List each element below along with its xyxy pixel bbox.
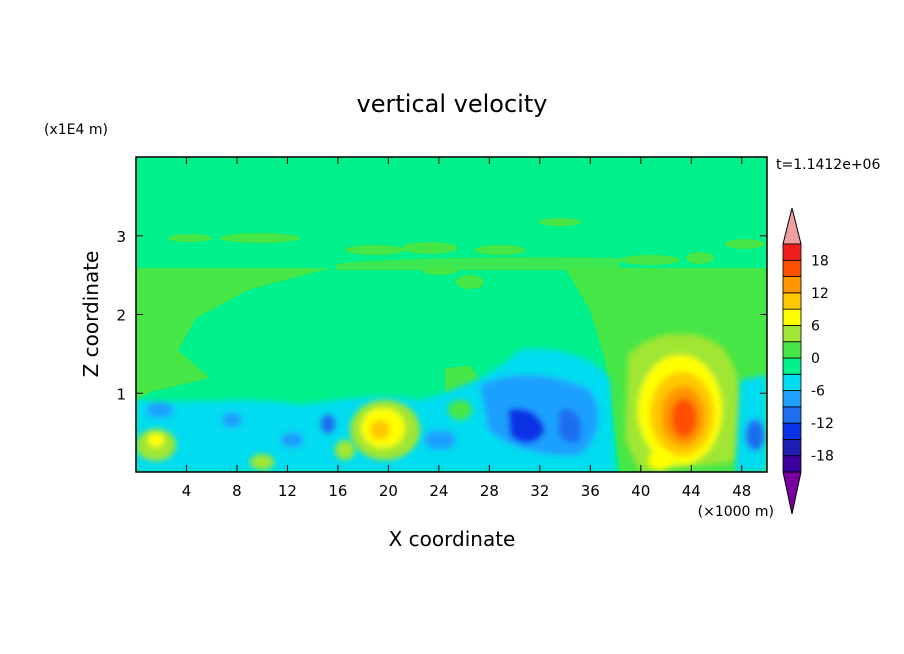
colorbar-swatch: [782, 439, 802, 457]
colorbar-bottom-arrow: [782, 471, 802, 515]
y-tick-label: 2: [116, 307, 126, 325]
colorbar-tick-label: -12: [811, 416, 834, 432]
updraft-core-44: [625, 333, 743, 472]
colorbar-swatch: [782, 276, 802, 294]
x-tick-label: 40: [631, 482, 650, 500]
x-tick-label: 4: [182, 482, 192, 500]
chart-title: vertical velocity: [357, 90, 548, 118]
updraft-core-20: [350, 400, 420, 460]
colorbar-swatch: [782, 390, 802, 408]
x-tick-label: 36: [581, 482, 600, 500]
surface-cells: [136, 400, 672, 470]
colorbar-top-arrow: [782, 207, 802, 245]
x-tick-label: 44: [682, 482, 701, 500]
colorbar-tick-label: -6: [811, 384, 825, 400]
x-tick-label: 24: [429, 482, 448, 500]
colorbar-tick-label: 6: [811, 318, 820, 334]
y-ticks: 1 2 3: [116, 228, 767, 403]
colorbar-swatch: [782, 373, 802, 391]
colorbar-tick-label: 0: [811, 351, 820, 367]
colorbar-swatch: [782, 325, 802, 343]
x-tick-label: 12: [278, 482, 297, 500]
x-axis-label: X coordinate: [389, 527, 516, 551]
x-unit-label: (×1000 m): [698, 504, 774, 520]
colorbar-tick-label: 18: [811, 253, 829, 269]
x-tick-label: 48: [732, 482, 751, 500]
x-ticks: 4 8 12 16 20 24 28 32 36 40 44 48: [182, 157, 751, 500]
axes: 4 8 12 16 20 24 28 32 36 40 44 48 123: [116, 156, 768, 500]
colorbar-tick-label: -18: [811, 449, 834, 465]
colorbar-swatch: [782, 422, 802, 440]
x-tick-label: 16: [328, 482, 347, 500]
y-axis-label: Z coordinate: [79, 251, 103, 378]
y-tick-label: 1: [116, 385, 126, 403]
x-tick-label: 32: [530, 482, 549, 500]
y-unit-label: (x1E4 m): [44, 122, 108, 138]
colorbar-swatch: [782, 455, 802, 473]
colorbar: 18 12 6 0 -6 -12 -18: [782, 207, 834, 515]
colorbar-swatch: [782, 357, 802, 375]
time-label: t=1.1412e+06: [776, 157, 880, 173]
colorbar-swatch: [782, 308, 802, 326]
right-downdraft: [735, 375, 767, 472]
colorbar-swatch: [782, 259, 802, 277]
contour-plot: [136, 157, 767, 472]
x-tick-label: 8: [232, 482, 242, 500]
x-tick-label: 20: [379, 482, 398, 500]
y-tick-label: 3: [116, 228, 126, 246]
colorbar-tick-label: 12: [811, 286, 829, 302]
colorbar-swatch: [782, 243, 802, 261]
x-tick-label: 28: [480, 482, 499, 500]
colorbar-swatch: [782, 406, 802, 424]
colorbar-swatch: [782, 292, 802, 310]
colorbar-swatch: [782, 341, 802, 359]
